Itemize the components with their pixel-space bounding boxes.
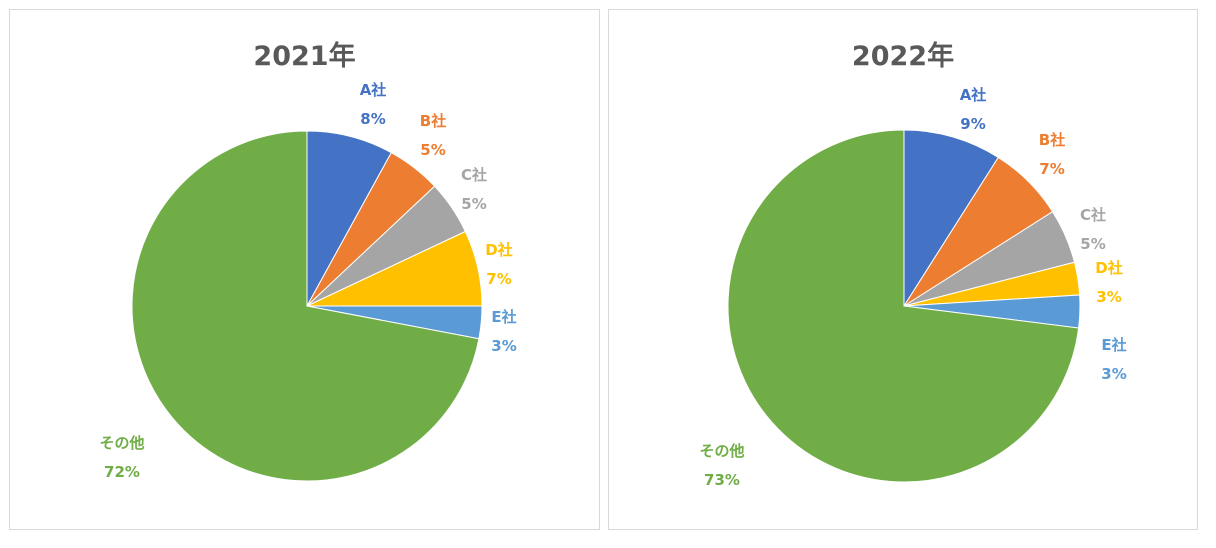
- data-label-value-d: 3%: [1096, 288, 1121, 306]
- data-label-value-other: 73%: [704, 471, 740, 489]
- data-label-name-other: その他: [699, 442, 744, 460]
- pie-slice-other: [131, 130, 480, 482]
- data-label-value-c: 5%: [461, 195, 486, 213]
- data-label-name-other: その他: [99, 434, 144, 452]
- chart-title: 2021年: [253, 41, 356, 72]
- pie-chart-2021: A社 8% B社 5% C社 5% D社 7% E社 3% その他 72%: [99, 81, 517, 482]
- data-label-name-a: A社: [360, 81, 387, 99]
- data-label-name-c: C社: [461, 166, 487, 184]
- data-label-value-a: 8%: [360, 110, 385, 128]
- chart-panel-2022: 2022年 A社 9% B社 7% C社 5% D社 3% E社 3% その他 73%: [608, 9, 1198, 530]
- data-label-name-e: E社: [491, 308, 516, 326]
- data-label-value-c: 5%: [1080, 235, 1105, 253]
- data-label-value-e: 3%: [491, 337, 516, 355]
- data-label-value-a: 9%: [960, 115, 985, 133]
- data-label-name-c: C社: [1080, 206, 1106, 224]
- data-label-name-a: A社: [960, 86, 987, 104]
- data-label-value-other: 72%: [104, 463, 140, 481]
- chart-panel-2021: 2021年 A社 8% B社 5% C社 5% D社 7% E社 3% その他 72%: [9, 9, 600, 530]
- data-label-name-d: D社: [1095, 259, 1122, 277]
- data-label-value-e: 3%: [1101, 365, 1126, 383]
- data-label-value-b: 5%: [420, 141, 445, 159]
- data-label-name-d: D社: [485, 241, 512, 259]
- pie-slice-other: [727, 129, 1080, 483]
- pie-slice-a: [903, 129, 1000, 308]
- data-label-name-b: B社: [1039, 131, 1065, 149]
- data-label-name-e: E社: [1101, 336, 1126, 354]
- data-label-name-b: B社: [420, 112, 446, 130]
- pie-chart-2022: A社 9% B社 7% C社 5% D社 3% E社 3% その他 73%: [699, 86, 1126, 489]
- data-label-value-d: 7%: [486, 270, 511, 288]
- chart-title: 2022年: [851, 41, 955, 72]
- data-label-value-b: 7%: [1039, 160, 1064, 178]
